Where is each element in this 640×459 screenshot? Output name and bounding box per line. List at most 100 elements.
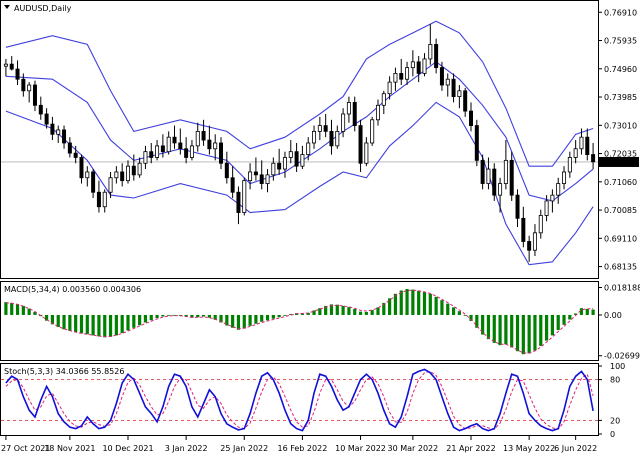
symbol-dropdown-icon[interactable]	[4, 5, 10, 9]
stoch-panel-title: Stoch(5,3,3) 34.0366 55.8526	[4, 367, 124, 376]
price-axis-tick-label: 0.71060	[604, 178, 637, 187]
date-axis-label: 10 Mar 2022	[335, 444, 386, 453]
candle-body	[253, 171, 258, 176]
candle	[195, 122, 200, 152]
stoch-axis-tick-label: 100	[610, 362, 625, 371]
price-axis-tick-label: 0.76910	[604, 8, 637, 17]
candle-body	[32, 84, 37, 106]
macd-histogram-bar	[579, 308, 584, 315]
macd-histogram-bar	[91, 314, 95, 336]
candle	[509, 151, 514, 201]
macd-signal-line	[5, 289, 594, 354]
candle	[27, 82, 32, 103]
candle-body	[27, 84, 32, 92]
macd-histogram-bar	[364, 311, 368, 315]
macd-histogram-bar	[411, 289, 415, 315]
candle	[434, 38, 439, 74]
candle	[306, 137, 311, 161]
candle	[143, 145, 148, 170]
candle-body	[242, 180, 247, 213]
candle-body	[108, 177, 113, 193]
macd-axis-tick-label: 0.018188	[604, 283, 640, 292]
macd-histogram-bar	[568, 314, 572, 320]
candle-body	[509, 159, 514, 196]
macd-histogram-bar	[498, 314, 502, 346]
macd-histogram-bar	[417, 290, 421, 315]
date-axis-label: 27 Oct 2021	[1, 444, 50, 453]
candle	[56, 125, 61, 143]
candle	[288, 140, 293, 164]
price-plot	[1, 20, 598, 266]
candle-body	[155, 145, 160, 158]
macd-histogram-bar	[21, 305, 25, 315]
macd-histogram-bar	[103, 314, 107, 338]
candle-body	[439, 67, 444, 86]
candle	[236, 186, 241, 225]
macd-histogram-bar	[15, 304, 20, 315]
price-axis-tick-label: 0.69110	[604, 234, 637, 243]
candle-body	[498, 183, 503, 196]
date-axis-label: 10 Dec 2021	[102, 444, 153, 453]
macd-histogram-bar	[347, 307, 351, 315]
candle-body	[544, 200, 549, 216]
macd-histogram-bar	[114, 314, 118, 336]
macd-panel-frame	[0, 281, 599, 361]
candle	[149, 142, 154, 164]
stoch-axis-tick-label: 80	[610, 376, 620, 385]
macd-histogram-bar	[515, 314, 520, 352]
candle	[219, 137, 224, 170]
candle	[381, 90, 386, 114]
macd-histogram-bar	[33, 311, 37, 315]
macd-histogram-bar	[504, 314, 508, 345]
macd-histogram-bar	[469, 314, 473, 321]
macd-histogram-bar	[510, 314, 514, 348]
candle	[172, 125, 177, 149]
macd-histogram-bar	[591, 309, 595, 315]
candle	[189, 140, 194, 161]
candle	[492, 163, 497, 201]
date-axis-label: 6 Jun 2022	[554, 444, 597, 453]
price-axis-tick-label: 0.73985	[604, 93, 637, 102]
candle-body	[137, 162, 142, 176]
candle	[114, 166, 119, 184]
stoch-axis-tick-label: 20	[610, 416, 620, 425]
macd-plot	[4, 288, 595, 355]
candle	[32, 80, 37, 112]
macd-histogram-bar	[306, 312, 310, 315]
axis-labels: 0.76910 0.75935 0.74960 0.73985 0.73010 0.720…	[1, 8, 640, 453]
candle	[393, 67, 398, 91]
macd-histogram-bar	[399, 290, 403, 315]
candle	[137, 157, 142, 178]
candle-body	[38, 104, 43, 115]
macd-histogram-bar	[85, 314, 89, 335]
candle-body	[451, 78, 456, 98]
macd-histogram-bar	[492, 314, 496, 343]
macd-histogram-bar	[68, 314, 72, 331]
macd-histogram-bar	[463, 314, 467, 316]
candle	[550, 189, 555, 213]
candle	[131, 154, 136, 181]
candle	[160, 134, 165, 158]
macd-histogram-bar	[358, 311, 363, 315]
candle	[562, 166, 567, 190]
macd-histogram-bar	[539, 314, 543, 346]
candle	[352, 96, 357, 132]
candle-body	[160, 145, 165, 153]
candle-body	[219, 142, 224, 164]
candle	[259, 160, 264, 190]
candle-body	[259, 174, 264, 184]
candle-body	[463, 90, 468, 112]
macd-histogram-bar	[265, 314, 270, 321]
macd-histogram-bar	[370, 310, 374, 315]
candle	[120, 163, 125, 187]
candle	[38, 96, 43, 120]
macd-panel-title: MACD(5,34,4) 0.003560 0.004306	[4, 285, 141, 294]
price-axis-tick-label: 0.70085	[604, 206, 637, 215]
candle-body	[91, 171, 96, 193]
price-panel-frame	[0, 0, 599, 279]
macd-histogram-bar	[242, 314, 246, 329]
date-axis-label: 30 Mar 2022	[388, 444, 439, 453]
stoch-axis-tick-label: 0	[610, 430, 615, 439]
candle-body	[527, 241, 532, 251]
